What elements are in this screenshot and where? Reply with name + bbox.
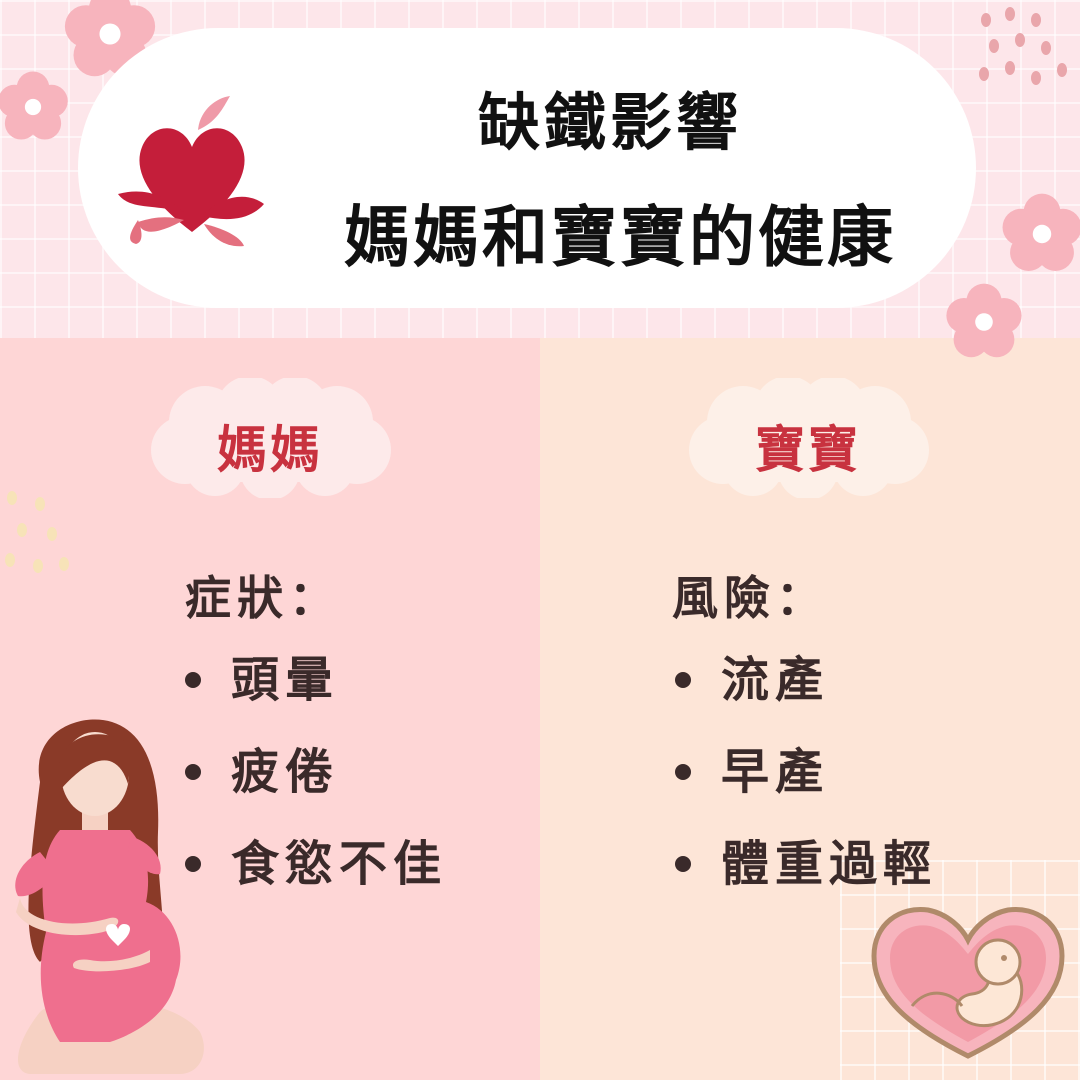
baby-risks-heading: 風險： [672, 571, 828, 625]
mom-label: 媽媽 [217, 421, 323, 479]
symptom-text: 食慾不佳 [231, 836, 448, 892]
cloud-shape [151, 378, 391, 498]
bullet-dot [675, 672, 691, 688]
list-item: 流產 [675, 650, 937, 742]
list-item: 疲倦 [185, 742, 447, 834]
baby-label-cloud: 寶寶 [683, 378, 933, 498]
list-item: 早產 [675, 742, 937, 834]
pregnant-woman-illustration [15, 719, 204, 1074]
bullet-dot [675, 764, 691, 780]
flower-icon [0, 71, 68, 140]
fetus-in-heart-illustration [871, 906, 1065, 1059]
risk-text: 體重過輕 [721, 836, 938, 892]
dot-pattern [979, 7, 1067, 85]
list-item: 食慾不佳 [185, 834, 447, 926]
title-line-2: 媽媽和寶寶的健康 [344, 199, 896, 276]
cloud-shape [689, 378, 929, 498]
list-item: 體重過輕 [675, 834, 937, 926]
baby-label: 寶寶 [755, 421, 861, 479]
symptom-text: 頭暈 [231, 652, 340, 708]
bullet-dot [185, 764, 201, 780]
dot-pattern [5, 491, 69, 573]
symptom-text: 疲倦 [231, 744, 340, 800]
mom-label-cloud: 媽媽 [145, 378, 395, 498]
title-line-1: 缺鐵影響 [477, 86, 742, 159]
flower-icon [64, 0, 156, 77]
list-item: 頭暈 [185, 650, 447, 742]
flower-icon [946, 283, 1022, 358]
flower-icon [1002, 193, 1080, 271]
heart-splash-icon [118, 96, 264, 247]
bullet-dot [185, 672, 201, 688]
risk-text: 早產 [721, 744, 830, 800]
risk-text: 流產 [721, 652, 830, 708]
bullet-dot [675, 856, 691, 872]
mom-symptoms-list: 頭暈 疲倦 食慾不佳 [185, 650, 447, 926]
mom-symptoms-heading: 症狀： [185, 571, 341, 625]
baby-risks-list: 流產 早產 體重過輕 [675, 650, 937, 926]
bullet-dot [185, 856, 201, 872]
